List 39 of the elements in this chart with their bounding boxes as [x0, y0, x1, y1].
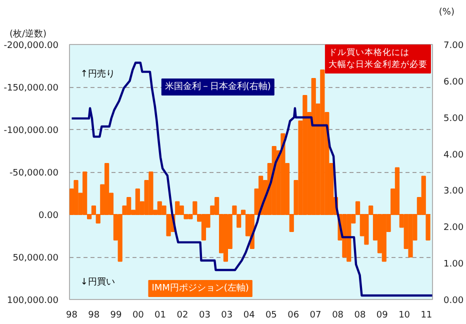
y-tick-label: -150,000.00 — [4, 84, 59, 94]
y2-axis-title: (%) — [438, 8, 455, 18]
x-tick-label: 06 — [288, 310, 300, 320]
y2-tick-label: 1.00 — [444, 260, 464, 270]
x-tick-label: 07 — [310, 310, 322, 320]
x-tick-label: 10 — [398, 310, 410, 320]
x-tick-label: 11 — [420, 310, 432, 320]
y-tick-label: -200,000.00 — [4, 41, 59, 51]
x-tick-label: 99 — [110, 310, 122, 320]
x-tick-label: 08 — [332, 310, 344, 320]
y2-tick-label: 4.00 — [444, 150, 464, 160]
y2-tick-label: 6.00 — [444, 77, 464, 88]
y-tick-label: -100,000.00 — [4, 126, 59, 136]
y2-tick-label: 3.00 — [444, 186, 464, 197]
annotation: ↑円売り — [80, 68, 115, 80]
x-tick-label: 02 — [176, 310, 188, 320]
y-tick-label: 100,000.00 — [6, 296, 59, 306]
y-tick-label: 0.00 — [38, 211, 59, 221]
y2-tick-label: 2.00 — [444, 223, 464, 234]
y2-tick-label: 7.00 — [444, 41, 464, 51]
y2-tick-label: 0.00 — [444, 296, 464, 306]
text: IMM円ポジション(左軸) — [152, 282, 249, 294]
x-tick-label: 01 — [154, 310, 166, 320]
x-tick-label: 03 — [221, 310, 233, 320]
y-axis-title: (枚/逆数) — [10, 28, 47, 40]
x-tick-label: 05 — [265, 310, 277, 320]
y2-tick-label: 5.00 — [444, 114, 464, 124]
y-tick-label: -50,000.00 — [9, 168, 59, 178]
x-tick-label: 08 — [354, 310, 366, 320]
x-tick-label: 04 — [243, 310, 256, 320]
x-tick-label: 98 — [88, 310, 100, 320]
x-tick-label: 98 — [66, 310, 78, 320]
annotation: ドル買い本格化には大幅な日米金利差が必要 — [328, 46, 428, 70]
series-label: 米国金利－日本金利(右軸) — [164, 81, 271, 92]
x-tick-label: 03 — [199, 310, 210, 320]
x-tick-label: 00 — [132, 310, 144, 320]
annotation: ↓円買い — [80, 278, 115, 288]
y-tick-label: 50,000.00 — [12, 254, 59, 264]
x-tick-label: 09 — [376, 310, 388, 320]
